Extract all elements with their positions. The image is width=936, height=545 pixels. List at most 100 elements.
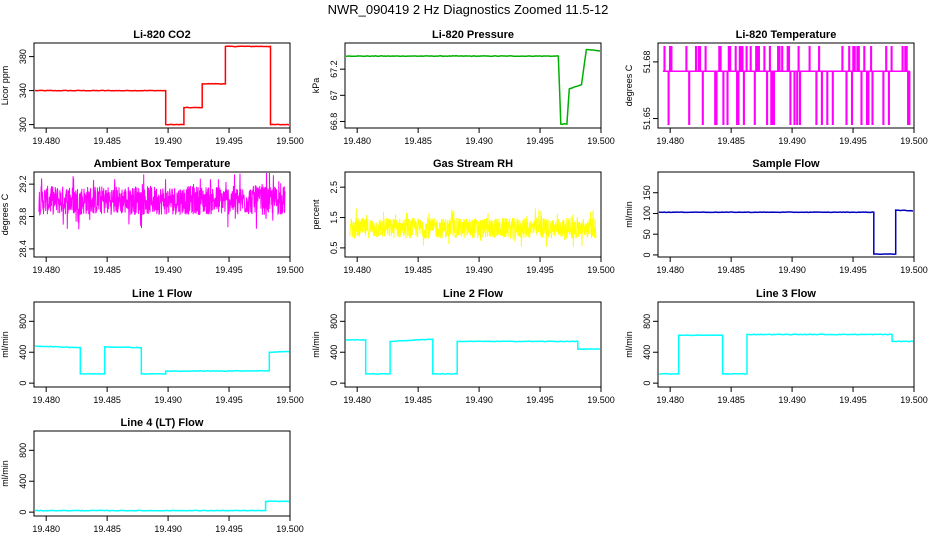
y-tick-label: 0.5 (329, 242, 339, 255)
x-tick-label: 19.480 (656, 265, 684, 275)
chart-panel: Line 1 Flow ml/min 19.480 19.485 19.490 19.49… (0, 288, 304, 405)
plot-frame (344, 171, 602, 258)
chart-title: Sample Flow (752, 158, 820, 170)
chart-title: Line 2 Flow (443, 288, 503, 300)
y-tick-label: 0 (642, 381, 652, 386)
x-tick-label: 19.495 (839, 265, 867, 275)
x-tick-label: 19.480 (343, 265, 371, 275)
chart-title: Line 3 Flow (756, 288, 816, 300)
x-tick-label: 19.480 (656, 136, 684, 146)
figure-title: NWR_090419 2 Hz Diagnostics Zoomed 11.5-… (327, 2, 609, 17)
x-tick-label: 19.495 (839, 395, 867, 405)
y-axis-label: degrees C (624, 64, 634, 106)
y-axis-label: ml/min (624, 201, 634, 228)
x-tick-label: 19.480 (32, 136, 60, 146)
x-tick-label: 19.480 (32, 265, 60, 275)
y-tick-label: 0 (642, 252, 652, 257)
y-tick-label: 51.68 (642, 51, 652, 74)
x-tick-label: 19.500 (587, 136, 615, 146)
chart-title: Li-820 Pressure (432, 29, 514, 41)
y-tick-label: 400 (329, 345, 339, 360)
plot-frame (33, 171, 291, 258)
x-tick-label: 19.480 (32, 524, 60, 534)
y-axis-label: ml/min (311, 331, 321, 358)
x-tick-label: 19.480 (656, 395, 684, 405)
x-tick-label: 19.490 (465, 395, 493, 405)
y-tick-label: 28.4 (18, 240, 28, 258)
y-axis-label: degrees C (0, 193, 10, 235)
x-tick-label: 19.490 (465, 265, 493, 275)
series-line (662, 46, 911, 125)
x-tick-label: 19.480 (343, 395, 371, 405)
chart-panel: Li-820 CO2 Licor ppm 19.480 19.485 19.490 19.… (0, 29, 304, 146)
y-tick-label: 400 (18, 345, 28, 360)
series-line (38, 173, 286, 230)
y-tick-label: 50 (642, 229, 652, 239)
y-tick-label: 300 (18, 117, 28, 132)
y-tick-label: 67.2 (329, 60, 339, 78)
x-tick-label: 19.485 (404, 395, 432, 405)
x-tick-label: 19.485 (717, 136, 745, 146)
y-tick-label: 2.5 (329, 181, 339, 194)
x-tick-label: 19.495 (215, 395, 243, 405)
y-tick-label: 340 (18, 83, 28, 98)
chart-panel: Line 4 (LT) Flow ml/min 19.480 19.485 19.490… (0, 417, 304, 534)
series-line (346, 338, 600, 375)
chart-panel: Li-820 Temperature degrees C 19.480 19.485 1… (624, 29, 928, 146)
x-tick-label: 19.490 (154, 524, 182, 534)
chart-panel: Gas Stream RH percent 19.480 19.485 19.490 19… (311, 158, 615, 275)
series-line (346, 48, 600, 126)
x-tick-label: 19.495 (526, 136, 554, 146)
x-tick-label: 19.485 (717, 265, 745, 275)
x-tick-label: 19.485 (93, 524, 121, 534)
x-tick-label: 19.480 (32, 395, 60, 405)
chart-title: Gas Stream RH (433, 158, 513, 170)
x-tick-label: 19.485 (717, 395, 745, 405)
chart-panel: Sample Flow ml/min 19.480 19.485 19.490 19.49… (624, 158, 928, 275)
y-tick-label: 100 (642, 206, 652, 221)
y-tick-label: 29.2 (18, 175, 28, 193)
x-tick-label: 19.495 (526, 395, 554, 405)
series-line (35, 345, 289, 375)
x-tick-label: 19.490 (778, 136, 806, 146)
series-line (35, 45, 289, 126)
x-tick-label: 19.485 (93, 136, 121, 146)
y-tick-label: 66.8 (329, 113, 339, 131)
chart-panel: Line 2 Flow ml/min 19.480 19.485 19.490 19.49… (311, 288, 615, 405)
x-tick-label: 19.490 (778, 265, 806, 275)
y-tick-label: 380 (18, 49, 28, 64)
y-tick-label: 1.5 (329, 211, 339, 224)
chart-panel: Ambient Box Temperature degrees C 19.480 19… (0, 158, 304, 275)
x-tick-label: 19.490 (465, 136, 493, 146)
chart-title: Line 1 Flow (132, 288, 192, 300)
y-axis-label: kPa (311, 78, 321, 94)
x-tick-label: 19.485 (93, 395, 121, 405)
x-tick-label: 19.500 (276, 524, 304, 534)
x-tick-label: 19.500 (900, 395, 928, 405)
x-tick-label: 19.500 (276, 136, 304, 146)
series-line (35, 500, 289, 512)
y-axis-label: ml/min (0, 460, 10, 487)
x-tick-label: 19.485 (93, 265, 121, 275)
x-tick-label: 19.490 (154, 136, 182, 146)
plot-frame (657, 42, 915, 129)
x-tick-label: 19.485 (404, 136, 432, 146)
plot-frame (33, 430, 291, 517)
y-axis-label: percent (311, 199, 321, 230)
series-line (659, 333, 913, 375)
plot-frame (657, 301, 915, 388)
chart-title: Li-820 CO2 (133, 29, 190, 41)
x-tick-label: 19.500 (587, 395, 615, 405)
chart-title: Ambient Box Temperature (94, 158, 231, 170)
x-tick-label: 19.490 (154, 265, 182, 275)
plot-frame (657, 171, 915, 258)
plot-frame (33, 301, 291, 388)
y-tick-label: 800 (329, 314, 339, 329)
y-tick-label: 0 (18, 510, 28, 515)
chart-title: Line 4 (LT) Flow (121, 417, 204, 429)
series-line (659, 209, 913, 256)
plot-frame (344, 42, 602, 129)
x-tick-label: 19.485 (404, 265, 432, 275)
y-tick-label: 0 (329, 381, 339, 386)
